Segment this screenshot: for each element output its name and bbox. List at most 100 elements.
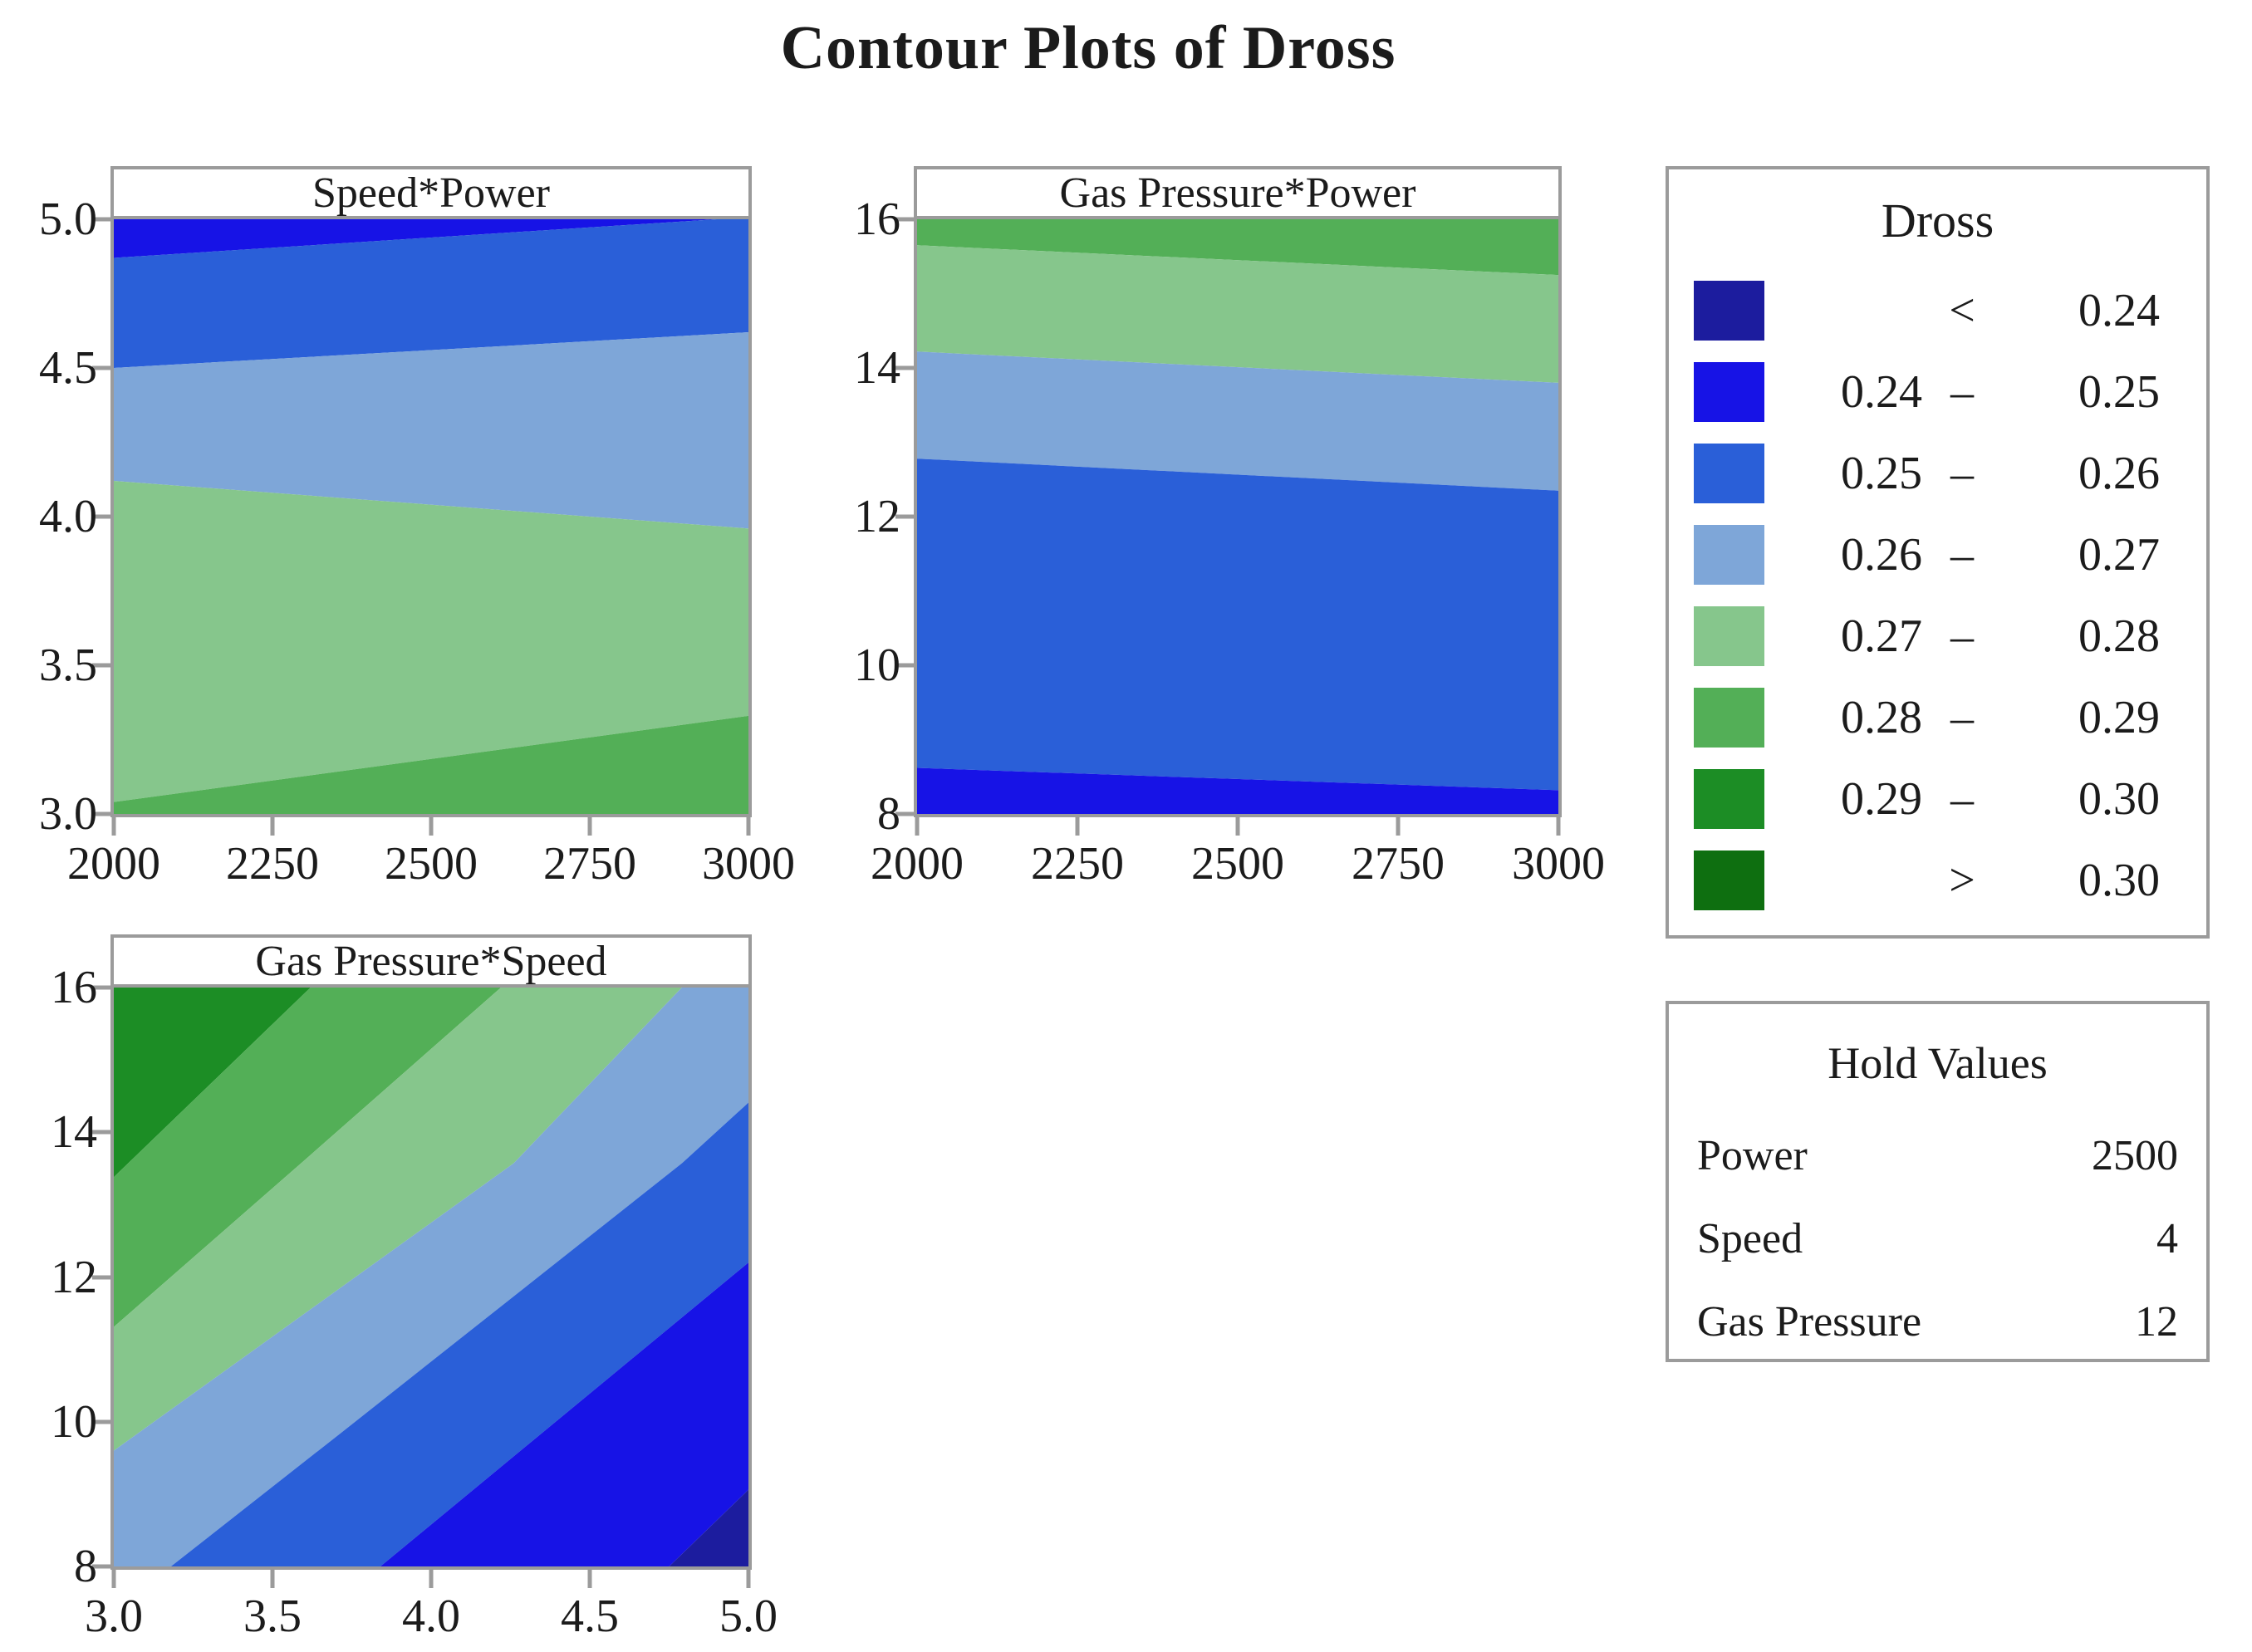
legend-row: 0.26– 0.27: [1669, 514, 2206, 596]
x-tick-label: 3000: [1512, 838, 1605, 890]
y-tick-label: 14: [854, 342, 900, 394]
legend-swatch: [1694, 851, 1764, 910]
x-tick-label: 4.0: [402, 1591, 460, 1642]
x-tick-label: 3.5: [243, 1591, 302, 1642]
figure-title: Contour Plots of Dross: [780, 14, 1396, 82]
band-0.25-0.26: [114, 219, 748, 368]
legend-range-separator: –: [1950, 529, 1974, 581]
plot-area: 2000 2250 2500 2750 3000 5.0 4.5 4.0 3.5 3.0: [39, 194, 795, 890]
legend-swatch: [1694, 362, 1764, 422]
band-0.26-0.27: [114, 988, 748, 1566]
x-tick-label: 2250: [226, 838, 319, 890]
y-tick-mark: [92, 985, 110, 990]
x-tick-mark: [270, 1570, 275, 1588]
band-0.27-0.28: [114, 481, 748, 802]
legend-range-separator: –: [1950, 692, 1974, 743]
x-axis-labels: 2000 2250 2500 2750 3000: [67, 837, 795, 895]
y-tick-label: 3.5: [39, 640, 97, 691]
legend-range-high: 0.30: [2078, 773, 2160, 825]
hold-value: 4: [2156, 1214, 2178, 1262]
band-0.28-0.29: [917, 219, 1558, 276]
legend-range-separator: –: [1950, 448, 1974, 499]
band-0.24-0.25: [917, 767, 1558, 814]
y-axis-labels: 16 14 12 10 8: [784, 194, 900, 840]
y-axis-labels: 5.0 4.5 4.0 3.5 3.0: [0, 194, 97, 840]
band-0.25-0.26: [917, 458, 1558, 791]
band-0.24-0.25: [114, 219, 717, 258]
y-tick-mark: [92, 1419, 110, 1424]
legend-range-high: 0.28: [2078, 610, 2160, 662]
y-tick-label: 8: [74, 1541, 97, 1592]
contour-bands: [917, 219, 1558, 814]
legend-row: 0.27– 0.28: [1669, 596, 2206, 677]
legend-swatch: [1694, 688, 1764, 748]
x-axis-labels: 3.0 3.5 4.0 4.5 5.0: [85, 1590, 778, 1648]
hold-label: Power: [1697, 1131, 1808, 1179]
hold-value: 2500: [2092, 1131, 2178, 1179]
contour-bands: [114, 988, 748, 1566]
hold-values-box: Hold Values Power 2500 Speed 4 Gas Press…: [1666, 1001, 2210, 1362]
band-0.28-0.29: [114, 715, 748, 814]
hold-value-row: Speed 4: [1669, 1197, 2206, 1280]
y-tick-mark: [895, 514, 914, 519]
legend-range-separator: <: [1949, 285, 1975, 336]
legend-range-low: 0.24: [1841, 366, 1922, 418]
x-tick-label: 3000: [702, 838, 795, 890]
legend-range-high: 0.30: [2078, 855, 2160, 906]
contour-bands: [114, 219, 748, 814]
legend-range-high: 0.25: [2078, 366, 2160, 418]
y-tick-label: 8: [877, 788, 900, 840]
legend-row: 0.29– 0.30: [1669, 758, 2206, 840]
legend-title: Dross: [1881, 194, 1994, 248]
band-0.27-0.28: [917, 245, 1558, 383]
panel-title: Gas Pressure*Speed: [110, 934, 752, 988]
x-tick-mark: [1556, 817, 1561, 836]
legend-row: >0.30: [1669, 840, 2206, 921]
y-tick-mark: [92, 1130, 110, 1135]
x-tick-mark: [111, 817, 116, 836]
y-tick-mark: [895, 217, 914, 222]
x-axis-labels: 2000 2250 2500 2750 3000: [871, 837, 1605, 895]
y-tick-label: 16: [51, 962, 97, 1013]
hold-label: Speed: [1697, 1214, 1803, 1262]
panel-title: Speed*Power: [110, 166, 752, 219]
x-tick-mark: [746, 817, 751, 836]
x-tick-mark: [1396, 817, 1401, 836]
y-tick-mark: [92, 811, 110, 816]
legend-range-high: 0.26: [2078, 448, 2160, 499]
x-tick-label: 2750: [1352, 838, 1445, 890]
y-tick-mark: [895, 365, 914, 370]
x-tick-mark: [1235, 817, 1240, 836]
legend-swatch: [1694, 606, 1764, 666]
legend-range-low: 0.26: [1841, 529, 1922, 581]
x-tick-mark: [915, 817, 920, 836]
panel-title: Gas Pressure*Power: [914, 166, 1562, 219]
x-tick-mark: [429, 1570, 434, 1588]
legend-range-low: 0.29: [1841, 773, 1922, 825]
y-tick-label: 5.0: [39, 194, 97, 245]
legend-range-separator: >: [1949, 855, 1975, 906]
y-tick-mark: [895, 663, 914, 668]
band-0.24-0.25: [380, 1262, 748, 1566]
x-tick-label: 4.5: [561, 1591, 619, 1642]
x-tick-label: 2500: [1191, 838, 1284, 890]
y-tick-mark: [92, 1275, 110, 1279]
x-tick-mark: [111, 1570, 116, 1588]
x-tick-mark: [746, 1570, 751, 1588]
legend-range-separator: –: [1950, 610, 1974, 662]
x-tick-label: 3.0: [85, 1591, 143, 1642]
hold-value: 12: [2135, 1297, 2178, 1346]
legend-swatch: [1694, 525, 1764, 585]
y-tick-label: 14: [51, 1106, 97, 1159]
band-0.28-0.29: [114, 988, 502, 1327]
legend-range-low: 0.28: [1841, 692, 1922, 743]
plot-area: 2000 2250 2500 2750 3000 16 14 12 10 8: [854, 194, 1605, 890]
contour-plot-gaspressure-power: Gas Pressure*Power 2000 2250 2500 2750 3000 1…: [854, 166, 1605, 890]
legend-swatch: [1694, 769, 1764, 829]
legend-range-separator: –: [1950, 773, 1974, 825]
legend-range-separator: –: [1950, 366, 1974, 418]
y-tick-mark: [92, 1564, 110, 1569]
legend-range-high: 0.27: [2078, 529, 2160, 581]
y-tick-label: 12: [854, 491, 900, 542]
y-tick-label: 4.0: [39, 491, 97, 542]
